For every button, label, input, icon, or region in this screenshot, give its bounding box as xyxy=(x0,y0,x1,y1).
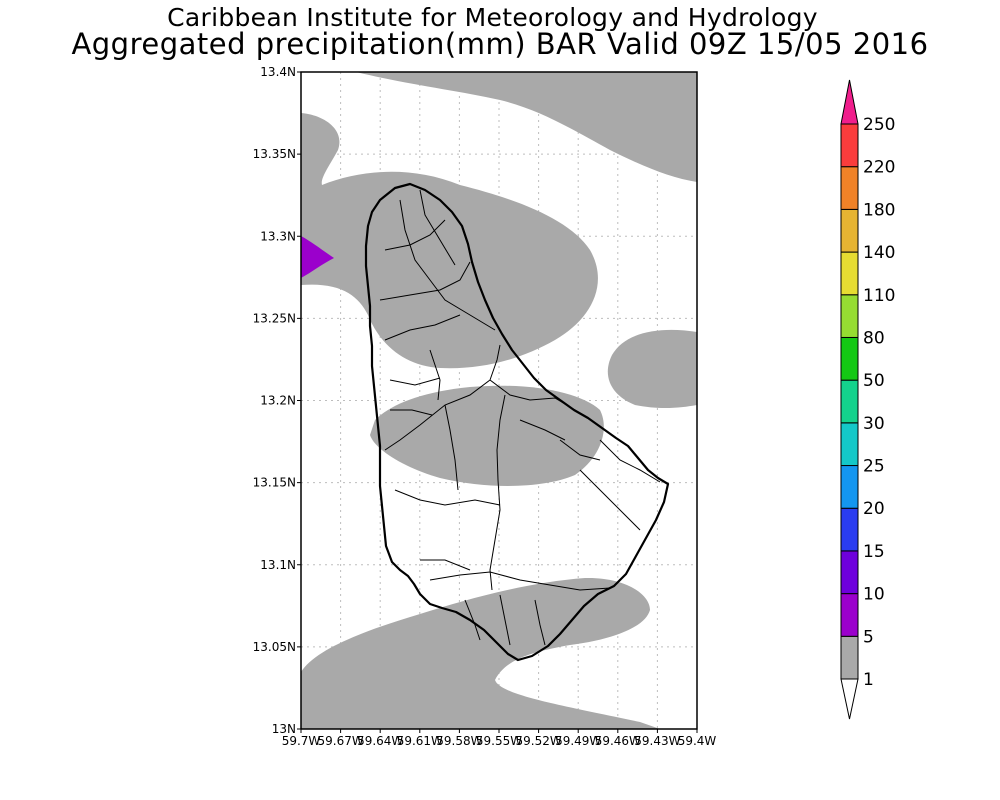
lat-tick-label: 13.15N xyxy=(253,476,296,490)
lat-tick-label: 13.4N xyxy=(260,65,296,79)
colorbar-segment xyxy=(840,507,859,552)
longitude-labels: 59.7W59.67W59.64W59.61W59.58W59.55W59.52… xyxy=(282,734,717,748)
map-frame xyxy=(300,71,698,730)
lat-tick-label: 13N xyxy=(272,722,296,736)
colorbar-segment xyxy=(840,208,859,253)
barbados-coastline xyxy=(364,182,670,662)
lon-tick-label: 59.43W xyxy=(634,734,680,748)
lat-tick-label: 13.2N xyxy=(260,394,296,408)
colorbar-level-label: 80 xyxy=(863,328,885,348)
lon-tick-label: 59.58W xyxy=(436,734,482,748)
colorbar-level-label: 25 xyxy=(863,457,885,477)
lon-tick-label: 59.55W xyxy=(476,734,522,748)
precip-area-top-band xyxy=(356,72,697,182)
colorbar-level-label: 180 xyxy=(863,200,895,220)
colorbar-level-label: 220 xyxy=(863,158,895,178)
precip-area-east xyxy=(607,329,697,409)
precip-shading xyxy=(301,72,697,729)
lat-tick-label: 13.05N xyxy=(253,640,296,654)
precip-area-north xyxy=(301,113,598,369)
precip-area-west-max xyxy=(301,236,334,278)
latitude-labels: 13.4N 13.35N 13.3N 13.25N 13.2N 13.15N 13.1N 13… xyxy=(253,65,296,736)
colorbar-level-label: 15 xyxy=(863,542,885,562)
colorbar-segment xyxy=(840,166,859,210)
colorbar-segment xyxy=(840,550,859,595)
colorbar-segment xyxy=(840,465,859,509)
map-title-line2: Aggregated precipitation(mm) BAR Valid 0… xyxy=(71,27,929,61)
lat-tick-label: 13.3N xyxy=(260,229,296,243)
colorbar-level-label: 30 xyxy=(863,414,885,434)
lon-tick-label: 59.7W xyxy=(282,734,321,748)
colorbar-segment xyxy=(840,251,859,296)
lon-tick-label: 59.4W xyxy=(678,734,717,748)
colorbar-segment xyxy=(840,635,859,680)
colorbar-upper-arrow xyxy=(840,79,859,125)
colorbar-level-label: 5 xyxy=(863,627,874,647)
colorbar-level-label: 250 xyxy=(863,115,895,135)
colorbar-segment xyxy=(840,123,859,168)
lat-tick-label: 13.25N xyxy=(253,311,296,325)
colorbar-segment xyxy=(840,379,859,424)
precip-area-central xyxy=(370,385,604,486)
lon-tick-label: 59.61W xyxy=(397,734,443,748)
colorbar-segment xyxy=(840,294,859,338)
colorbar-level-label: 10 xyxy=(863,585,885,605)
lon-tick-label: 59.67W xyxy=(317,734,363,748)
lat-tick-label: 13.35N xyxy=(253,147,296,161)
lon-tick-label: 59.52W xyxy=(515,734,561,748)
colorbar-level-label: 110 xyxy=(863,286,895,306)
colorbar-segment xyxy=(840,593,859,637)
parish-boundaries xyxy=(379,189,661,646)
colorbar-level-label: 1 xyxy=(863,670,874,690)
colorbar-segment xyxy=(840,422,859,467)
map-title-line1: Caribbean Institute for Meteorology and … xyxy=(167,3,818,32)
colorbar-level-label: 50 xyxy=(863,371,885,391)
colorbar-level-label: 140 xyxy=(863,243,895,263)
lon-tick-label: 59.49W xyxy=(555,734,601,748)
colorbar-segment xyxy=(840,336,859,381)
lon-tick-label: 59.64W xyxy=(357,734,403,748)
lat-tick-label: 13.1N xyxy=(260,558,296,572)
colorbar-lower-arrow xyxy=(840,678,859,720)
precip-area-south xyxy=(301,577,660,729)
lon-tick-label: 59.46W xyxy=(595,734,641,748)
colorbar-level-label: 20 xyxy=(863,499,885,519)
